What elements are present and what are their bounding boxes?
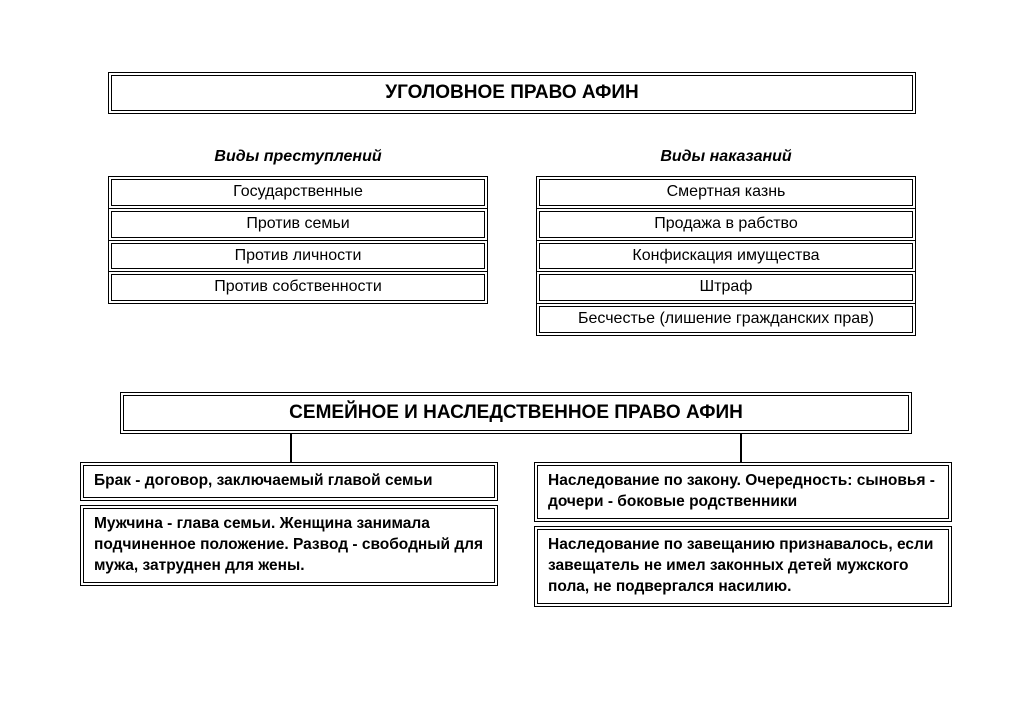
family-law-section: СЕМЕЙНОЕ И НАСЛЕДСТВЕННОЕ ПРАВО АФИН Бра… bbox=[80, 392, 952, 611]
crimes-heading: Виды преступлений bbox=[108, 148, 488, 166]
section1-columns: Виды преступлений Государственные Против… bbox=[108, 148, 916, 335]
crimes-column: Виды преступлений Государственные Против… bbox=[108, 148, 488, 335]
crimes-list: Государственные Против семьи Против личн… bbox=[108, 176, 488, 304]
connector-row bbox=[80, 434, 952, 462]
crime-item: Государственные bbox=[108, 176, 488, 209]
marriage-box: Брак - договор, заключаемый главой семьи bbox=[80, 462, 498, 501]
punishments-column: Виды наказаний Смертная казнь Продажа в … bbox=[536, 148, 916, 335]
section2-title: СЕМЕЙНОЕ И НАСЛЕДСТВЕННОЕ ПРАВО АФИН bbox=[120, 392, 912, 434]
inheritance-column: Наследование по закону. Очередность: сын… bbox=[534, 462, 952, 611]
section1-title: УГОЛОВНОЕ ПРАВО АФИН bbox=[108, 72, 916, 114]
punishments-list: Смертная казнь Продажа в рабство Конфиск… bbox=[536, 176, 916, 336]
crime-item: Против семьи bbox=[108, 208, 488, 241]
punishment-item: Продажа в рабство bbox=[536, 208, 916, 241]
punishments-heading: Виды наказаний bbox=[536, 148, 916, 166]
punishment-item: Бесчестье (лишение гражданских прав) bbox=[536, 303, 916, 336]
inheritance-box: Наследование по закону. Очередность: сын… bbox=[534, 462, 952, 522]
crime-item: Против собственности bbox=[108, 271, 488, 304]
marriage-box: Мужчина - глава семьи. Женщина занимала … bbox=[80, 505, 498, 586]
connector-line bbox=[290, 434, 292, 462]
punishment-item: Смертная казнь bbox=[536, 176, 916, 209]
connector-line bbox=[740, 434, 742, 462]
criminal-law-section: УГОЛОВНОЕ ПРАВО АФИН Виды преступлений Г… bbox=[108, 72, 916, 335]
crime-item: Против личности bbox=[108, 240, 488, 273]
inheritance-box: Наследование по завещанию признавалось, … bbox=[534, 526, 952, 607]
section2-columns: Брак - договор, заключаемый главой семьи… bbox=[80, 462, 952, 611]
marriage-column: Брак - договор, заключаемый главой семьи… bbox=[80, 462, 498, 611]
punishment-item: Конфискация имущества bbox=[536, 240, 916, 273]
punishment-item: Штраф bbox=[536, 271, 916, 304]
